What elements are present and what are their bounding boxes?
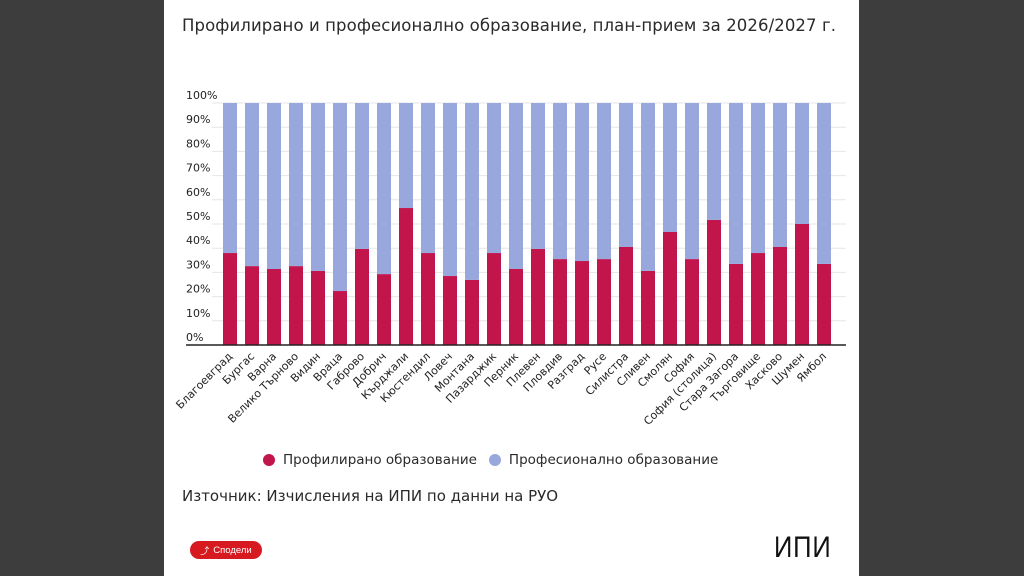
share-button-label: Сподели: [213, 544, 252, 556]
bar-segment-professional[interactable]: [553, 103, 567, 260]
bar-segment-profiled[interactable]: [333, 291, 347, 345]
bar-segment-professional[interactable]: [223, 103, 237, 254]
bar-segment-professional[interactable]: [663, 103, 677, 232]
bar-segment-professional[interactable]: [421, 103, 435, 254]
bar-segment-professional[interactable]: [311, 103, 325, 271]
y-tick-label: 100%: [186, 89, 217, 102]
bar-segment-profiled[interactable]: [751, 253, 765, 345]
bar-segment-professional[interactable]: [333, 103, 347, 292]
source-note: Източник: Изчисления на ИПИ по данни на …: [182, 487, 559, 505]
chart-title: Профилирано и професионално образование,…: [182, 16, 837, 35]
bar-segment-professional[interactable]: [773, 103, 787, 247]
bar-segment-professional[interactable]: [289, 103, 303, 267]
bar-segment-profiled[interactable]: [223, 253, 237, 345]
y-tick-label: 90%: [186, 113, 210, 126]
y-tick-label: 40%: [186, 234, 210, 247]
ipi-logo: ИПИ: [774, 531, 832, 564]
gridlines: [212, 102, 846, 322]
bar-segment-professional[interactable]: [817, 103, 831, 264]
share-icon: ⤴: [200, 545, 210, 556]
bar-segment-professional[interactable]: [597, 103, 611, 260]
legend-label-professional: Професионално образование: [508, 452, 719, 468]
bar-segment-profiled[interactable]: [245, 266, 259, 345]
legend-item-professional[interactable]: Професионално образование: [488, 452, 719, 468]
bar-segment-profiled[interactable]: [553, 259, 567, 345]
bar-segment-professional[interactable]: [267, 103, 281, 270]
y-axis-ticks: 0% 10% 20% 30% 40% 50% 60% 70% 80% 90% 100%: [186, 89, 217, 344]
bar-segment-professional[interactable]: [729, 103, 743, 264]
bar-segment-profiled[interactable]: [531, 248, 545, 345]
bar-segment-professional[interactable]: [245, 103, 259, 267]
share-button[interactable]: ⤴ Сподели: [190, 541, 262, 559]
y-tick-label: 30%: [186, 258, 210, 271]
bar-segment-profiled[interactable]: [663, 231, 677, 345]
bar-segment-professional[interactable]: [751, 103, 765, 254]
bar-segment-profiled[interactable]: [773, 246, 787, 345]
legend-item-profiled[interactable]: Профилирано образование: [263, 452, 477, 468]
bar-segment-profiled[interactable]: [311, 270, 325, 345]
bar-segment-professional[interactable]: [641, 103, 655, 271]
legend-label-profiled: Профилирано образование: [283, 452, 477, 468]
bar-segment-profiled[interactable]: [817, 263, 831, 345]
bar-segment-profiled[interactable]: [487, 253, 501, 345]
bar-segment-profiled[interactable]: [443, 276, 457, 345]
legend: Профилирано образование Професионално об…: [263, 452, 730, 468]
bar-segment-professional[interactable]: [619, 103, 633, 247]
bar-segment-profiled[interactable]: [421, 253, 435, 345]
bar-segment-profiled[interactable]: [641, 270, 655, 345]
bar-segment-professional[interactable]: [795, 103, 809, 224]
stacked-bar-chart: 0% 10% 20% 30% 40% 50% 60% 70% 80% 90% 100% Благое…: [173, 89, 846, 428]
bar-segment-professional[interactable]: [465, 103, 479, 280]
bar-segment-professional[interactable]: [355, 103, 369, 249]
bar-segment-profiled[interactable]: [377, 274, 391, 345]
legend-dot-profiled: [263, 454, 275, 466]
bar-segment-profiled[interactable]: [267, 269, 281, 345]
bar-segment-professional[interactable]: [509, 103, 523, 270]
bar-segment-professional[interactable]: [685, 103, 699, 260]
bar-segment-profiled[interactable]: [399, 208, 413, 345]
chart-panel: Профилирано и професионално образование,…: [164, 0, 859, 576]
bar-segment-professional[interactable]: [575, 103, 589, 262]
bar-segment-professional[interactable]: [399, 103, 413, 209]
y-tick-label: 0%: [186, 331, 203, 344]
bar-segment-professional[interactable]: [377, 103, 391, 275]
y-tick-label: 50%: [186, 210, 210, 223]
y-tick-label: 10%: [186, 307, 210, 320]
y-tick-label: 60%: [186, 186, 210, 199]
y-tick-label: 80%: [186, 137, 210, 150]
bar-segment-profiled[interactable]: [289, 266, 303, 345]
bar-segment-profiled[interactable]: [465, 279, 479, 345]
bar-segment-profiled[interactable]: [619, 246, 633, 345]
bar-segment-professional[interactable]: [707, 103, 721, 220]
bar-segment-profiled[interactable]: [355, 248, 369, 345]
bar-segment-profiled[interactable]: [685, 259, 699, 345]
bar-segment-profiled[interactable]: [597, 259, 611, 345]
bar-segment-professional[interactable]: [487, 103, 501, 254]
bars: [223, 103, 831, 345]
bar-segment-profiled[interactable]: [509, 269, 523, 345]
legend-dot-professional: [488, 454, 501, 466]
bar-segment-profiled[interactable]: [575, 261, 589, 345]
bar-segment-professional[interactable]: [531, 103, 545, 249]
bar-segment-profiled[interactable]: [729, 263, 743, 345]
y-tick-label: 20%: [186, 283, 210, 296]
bar-segment-profiled[interactable]: [707, 219, 721, 345]
bar-segment-professional[interactable]: [443, 103, 457, 277]
bar-segment-profiled[interactable]: [795, 224, 809, 345]
y-tick-label: 70%: [186, 162, 210, 175]
